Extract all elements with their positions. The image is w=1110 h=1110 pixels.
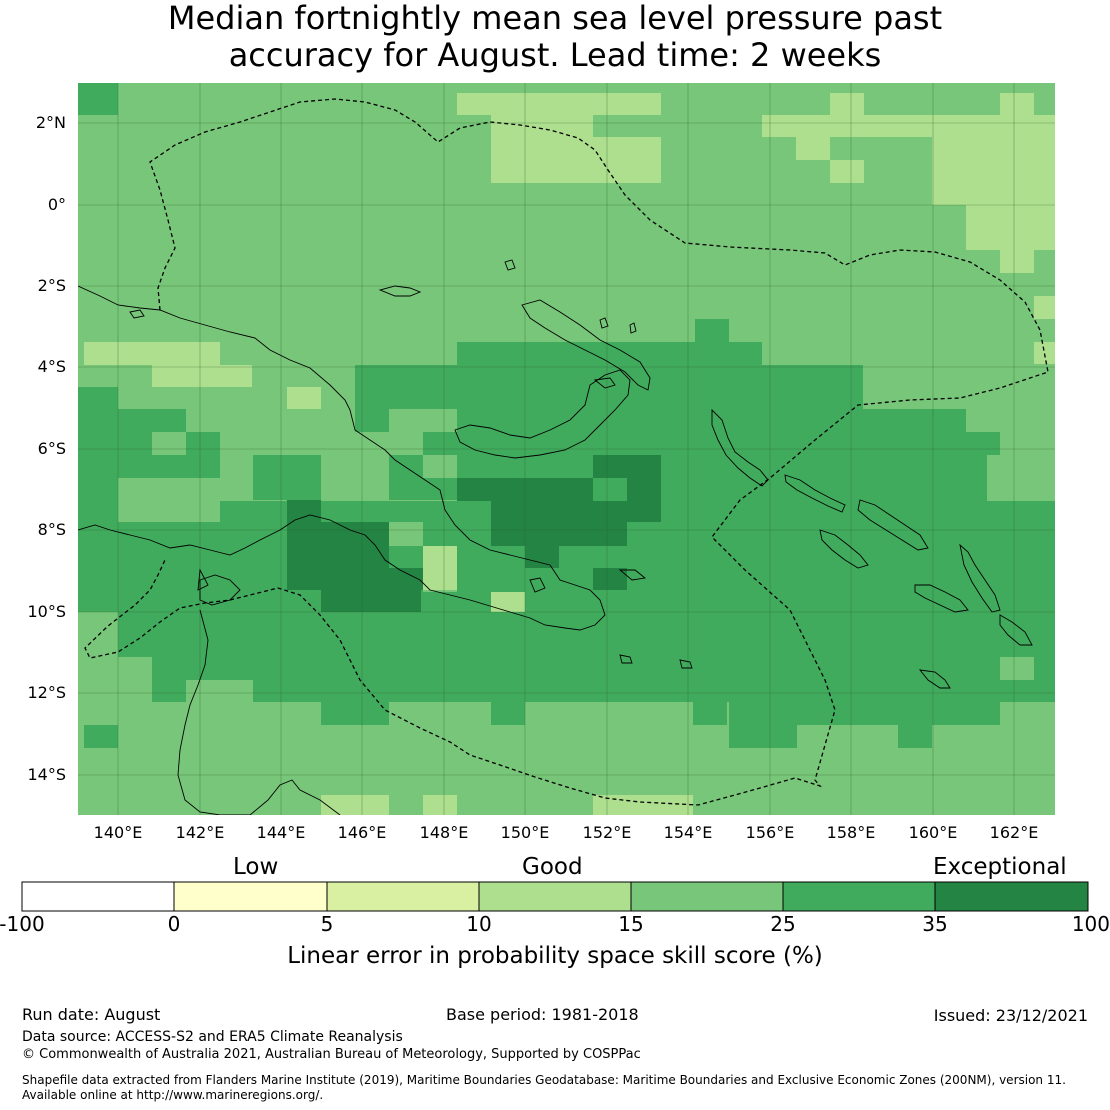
solomons-coast-3 xyxy=(819,529,869,569)
lat-label-0: 0° xyxy=(47,195,66,214)
lon-label-146e: 146°E xyxy=(337,823,387,842)
bougainville-coast xyxy=(711,408,769,487)
colour-bar-segment-1 xyxy=(22,882,174,911)
colour-bar-tick: 15 xyxy=(618,912,644,936)
colour-bar-segment-6 xyxy=(783,882,935,911)
lon-label-158e: 158°E xyxy=(826,823,876,842)
colour-bar-segment-4 xyxy=(479,882,631,911)
map-title: Median fortnightly mean sea level pressu… xyxy=(0,0,1110,74)
lon-label-148e: 148°E xyxy=(419,823,469,842)
colour-bar-title: Linear error in probability space skill … xyxy=(287,943,823,969)
new-ireland-coast xyxy=(521,299,651,391)
colour-bar-tick: 0 xyxy=(167,912,181,936)
lat-label-10s: 10°S xyxy=(27,602,66,621)
lat-label-8s: 8°S xyxy=(37,520,66,539)
colour-bar-segment-7 xyxy=(935,882,1088,911)
legend-category-low: Low xyxy=(233,854,279,880)
lat-label-6s: 6°S xyxy=(37,439,66,458)
issued-date: Issued: 23/12/2021 xyxy=(933,1006,1088,1025)
lat-label-4s: 4°S xyxy=(37,357,66,376)
colour-bar-tick: 25 xyxy=(770,912,796,936)
solomons-coast-2 xyxy=(857,499,929,551)
colour-bar-tick: 100 xyxy=(1071,912,1110,936)
run-date: Run date: August xyxy=(22,1005,161,1024)
lon-label-142e: 142°E xyxy=(175,823,225,842)
shapefile-credit-2: Available online at http://www.marinereg… xyxy=(22,1088,324,1102)
lat-label-2s: 2°S xyxy=(37,276,66,295)
lon-label-154e: 154°E xyxy=(663,823,713,842)
solomons-coast-5 xyxy=(959,543,1001,613)
skill-cells-15-25-patches xyxy=(78,409,1055,725)
skill-score-grid xyxy=(78,83,1055,815)
lon-label-140e: 140°E xyxy=(93,823,143,842)
eez-boundary xyxy=(84,98,1049,806)
colour-bar-tick: 5 xyxy=(320,912,334,936)
colour-bar-segment-2 xyxy=(174,882,327,911)
lon-label-162e: 162°E xyxy=(989,823,1039,842)
skill-cells-35-100 xyxy=(287,455,661,612)
copyright: © Commonwealth of Australia 2021, Austra… xyxy=(22,1047,641,1062)
solomons-coast-6 xyxy=(999,614,1033,646)
australia-cape-york-coast xyxy=(177,574,341,815)
lat-label-2n: 2°N xyxy=(35,113,66,132)
new-britain-coast xyxy=(454,369,631,459)
lon-label-144e: 144°E xyxy=(256,823,306,842)
lon-label-152e: 152°E xyxy=(582,823,632,842)
skill-cells-10-15 xyxy=(84,93,1055,815)
colour-bar-tick: 35 xyxy=(922,912,948,936)
lon-label-160e: 160°E xyxy=(908,823,958,842)
legend-category-good: Good xyxy=(522,854,583,880)
small-islands xyxy=(129,259,951,689)
legend-category-exceptional: Exceptional xyxy=(933,854,1067,880)
shapefile-credit-1: Shapefile data extracted from Flanders M… xyxy=(22,1073,1066,1087)
lon-label-150e: 150°E xyxy=(500,823,550,842)
colour-bar-segment-5 xyxy=(631,882,783,911)
colour-bar-tick: 10 xyxy=(466,912,492,936)
solomons-coast-1 xyxy=(784,474,846,513)
base-period: Base period: 1981-2018 xyxy=(446,1005,639,1024)
new-guinea-coast xyxy=(78,285,606,631)
solomons-coast-4 xyxy=(914,584,969,613)
lat-label-14s: 14°S xyxy=(27,765,66,784)
colour-bar-tick: -100 xyxy=(0,912,45,936)
colour-bar-segment-3 xyxy=(327,882,479,911)
data-source: Data source: ACCESS-S2 and ERA5 Climate … xyxy=(22,1029,403,1045)
lon-label-156e: 156°E xyxy=(745,823,795,842)
title-line-2: accuracy for August. Lead time: 2 weeks xyxy=(228,36,882,74)
lat-label-12s: 12°S xyxy=(27,683,66,702)
colour-bar xyxy=(21,881,1089,912)
title-line-1: Median fortnightly mean sea level pressu… xyxy=(167,0,943,37)
coastlines xyxy=(78,259,1033,815)
